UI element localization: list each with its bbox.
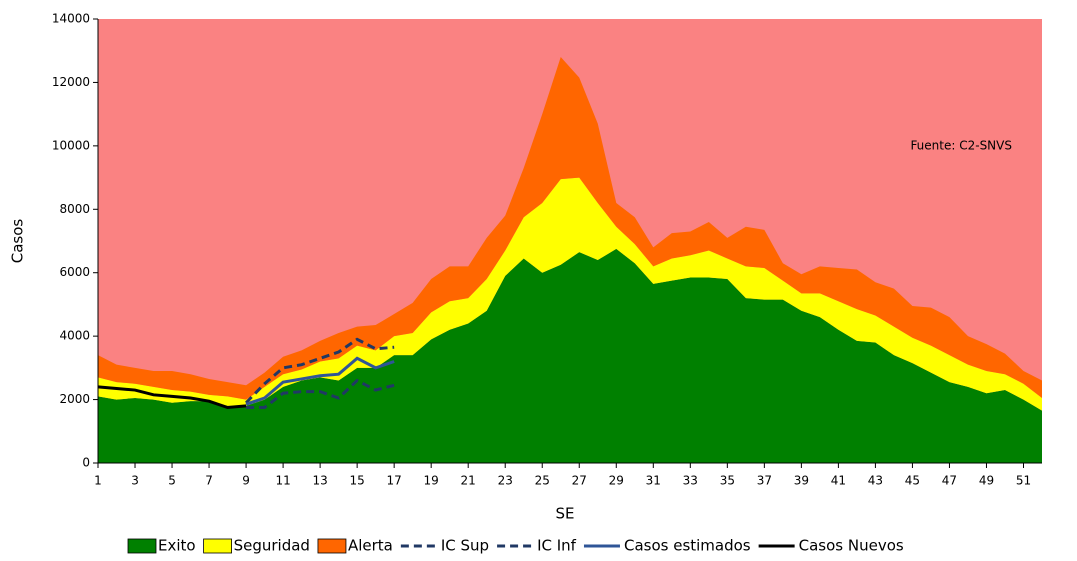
y-tick-label: 10000 bbox=[52, 138, 90, 152]
x-tick-label: 7 bbox=[205, 474, 213, 488]
legend: Exito Seguridad Alerta IC Sup IC Inf Casos es… bbox=[127, 537, 904, 555]
legend-swatch bbox=[127, 538, 157, 554]
x-tick-label: 43 bbox=[868, 474, 883, 488]
legend-label: Exito bbox=[158, 537, 196, 555]
x-tick-label: 27 bbox=[572, 474, 587, 488]
x-tick-label: 15 bbox=[349, 474, 364, 488]
x-tick-label: 33 bbox=[683, 474, 698, 488]
x-tick-label: 35 bbox=[720, 474, 735, 488]
line-series bbox=[97, 385, 247, 410]
y-tick-label: 4000 bbox=[59, 329, 90, 343]
line-series bbox=[245, 356, 395, 406]
area bbox=[98, 57, 1042, 400]
x-tick-label: 23 bbox=[498, 474, 513, 488]
legend-label: Casos estimados bbox=[624, 537, 751, 555]
y-tick-label: 0 bbox=[82, 456, 90, 470]
x-tick-label: 47 bbox=[942, 474, 957, 488]
x-tick-label: 11 bbox=[275, 474, 290, 488]
x-tick-label: 3 bbox=[131, 474, 139, 488]
area bbox=[98, 248, 1042, 463]
legend-label: Casos Nuevos bbox=[799, 537, 904, 555]
line-series bbox=[245, 337, 395, 404]
x-axis-label: SE bbox=[556, 505, 575, 523]
x-tick-label: 5 bbox=[168, 474, 176, 488]
x-tick-label: 19 bbox=[424, 474, 439, 488]
y-axis-label: Casos bbox=[9, 219, 27, 264]
x-tick-label: 21 bbox=[461, 474, 476, 488]
x-tick-label: 25 bbox=[535, 474, 550, 488]
legend-label: Seguridad bbox=[234, 537, 310, 555]
legend-label: IC Sup bbox=[441, 537, 489, 555]
y-tick-label: 6000 bbox=[59, 265, 90, 279]
y-tick-label: 12000 bbox=[52, 75, 90, 89]
y-tick-label: 14000 bbox=[52, 12, 90, 26]
legend-swatch bbox=[203, 538, 232, 554]
area bbox=[98, 177, 1042, 411]
x-tick-label: 31 bbox=[646, 474, 661, 488]
legend-label: IC Inf bbox=[537, 537, 577, 555]
y-tick-label: 8000 bbox=[59, 202, 90, 216]
y-tick-label: 2000 bbox=[59, 392, 90, 406]
x-tick-label: 9 bbox=[242, 474, 250, 488]
x-tick-label: 29 bbox=[609, 474, 624, 488]
annotation: Fuente: C2-SNVS bbox=[910, 139, 1012, 153]
legend-swatch bbox=[317, 538, 347, 554]
x-tick-label: 17 bbox=[387, 474, 402, 488]
x-tick-label: 41 bbox=[831, 474, 846, 488]
legend-label: Alerta bbox=[348, 537, 393, 555]
line-series bbox=[246, 378, 395, 409]
x-tick-label: 45 bbox=[905, 474, 920, 488]
x-tick-label: 37 bbox=[757, 474, 772, 488]
x-tick-label: 1 bbox=[94, 474, 102, 488]
x-tick-label: 13 bbox=[312, 474, 327, 488]
x-tick-label: 49 bbox=[979, 474, 994, 488]
x-tick-label: 51 bbox=[1016, 474, 1031, 488]
x-tick-label: 39 bbox=[794, 474, 809, 488]
